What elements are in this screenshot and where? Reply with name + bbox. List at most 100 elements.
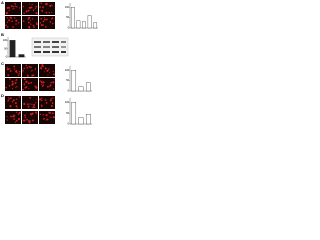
cell xyxy=(31,74,34,77)
cell xyxy=(15,98,18,101)
cell xyxy=(41,64,44,67)
cell xyxy=(9,97,12,100)
cell xyxy=(27,9,30,12)
cell xyxy=(35,102,37,104)
cell xyxy=(25,86,28,88)
cell xyxy=(25,80,28,83)
figure: A B C D 0 50 100 0 50 100 0 50 100 0 50 100 xyxy=(1,0,98,126)
cell xyxy=(52,97,54,99)
cell xyxy=(22,20,25,22)
cell xyxy=(5,24,7,27)
cell xyxy=(31,119,34,122)
cell xyxy=(34,7,37,9)
cell xyxy=(52,73,55,76)
cell xyxy=(35,111,38,114)
cell xyxy=(5,86,7,89)
bar xyxy=(78,117,84,125)
cell xyxy=(39,80,41,82)
cell xyxy=(40,18,42,20)
cell xyxy=(51,112,54,115)
cell xyxy=(23,12,25,14)
cell xyxy=(30,6,33,9)
cell xyxy=(6,21,9,24)
cell xyxy=(22,88,24,91)
cell xyxy=(35,22,37,24)
cell xyxy=(26,118,28,121)
cell xyxy=(27,87,30,89)
bar xyxy=(82,21,86,29)
cell xyxy=(48,68,50,70)
y-tick-label: 50 xyxy=(4,47,7,50)
cell xyxy=(32,107,34,109)
cell xyxy=(22,71,24,73)
cell xyxy=(38,98,42,101)
cell xyxy=(41,65,43,68)
y-tick-label: 0 xyxy=(6,56,8,59)
micrograph xyxy=(39,78,55,91)
cell xyxy=(14,121,17,123)
cell xyxy=(13,68,16,70)
cell xyxy=(28,7,30,9)
cell xyxy=(48,86,50,88)
cell xyxy=(14,5,17,7)
bar xyxy=(85,82,91,92)
cell xyxy=(41,97,43,99)
y-tick-label: 100 xyxy=(65,6,70,9)
cell xyxy=(40,99,43,102)
cell xyxy=(11,20,13,22)
cell xyxy=(8,98,10,100)
cell xyxy=(43,118,45,120)
cell xyxy=(29,103,31,105)
cell xyxy=(45,119,48,121)
cell xyxy=(26,74,29,77)
bar xyxy=(85,114,91,125)
y-tick-label: 50 xyxy=(66,79,69,82)
cell xyxy=(24,116,27,119)
bar xyxy=(87,15,92,29)
cell xyxy=(52,5,54,7)
cell xyxy=(13,7,15,9)
cell xyxy=(15,78,18,81)
panel-label: A xyxy=(1,0,4,5)
y-tick-label: 100 xyxy=(65,101,70,104)
cell xyxy=(47,74,49,76)
cell xyxy=(13,6,15,8)
cell xyxy=(28,65,31,68)
cell xyxy=(6,119,9,121)
cell xyxy=(52,81,55,84)
cell xyxy=(6,25,9,28)
cell xyxy=(42,20,44,22)
cell xyxy=(8,9,10,11)
cell xyxy=(7,99,10,101)
cell xyxy=(40,24,43,27)
cell xyxy=(5,12,8,15)
cell xyxy=(17,74,20,77)
cell xyxy=(32,24,35,27)
cell xyxy=(41,81,43,84)
cell xyxy=(50,97,52,100)
cell xyxy=(15,119,18,122)
cell xyxy=(15,86,17,88)
cell xyxy=(46,69,49,72)
bar xyxy=(71,70,77,92)
y-tick-label: 50 xyxy=(66,16,69,19)
panel-label: C xyxy=(1,61,4,66)
cell xyxy=(15,23,17,25)
cell xyxy=(31,103,33,105)
cell xyxy=(25,64,28,67)
cell xyxy=(27,103,29,106)
cell xyxy=(22,120,24,122)
cell xyxy=(51,102,54,104)
micrograph xyxy=(22,64,38,77)
cell xyxy=(40,83,42,85)
cell xyxy=(13,65,16,68)
cell xyxy=(42,84,45,87)
cell xyxy=(15,111,18,113)
cell xyxy=(51,11,53,13)
cell xyxy=(48,11,50,14)
cell xyxy=(18,96,20,98)
cell xyxy=(31,3,33,6)
cell xyxy=(39,113,42,116)
cell xyxy=(44,99,47,101)
cell xyxy=(22,69,24,72)
